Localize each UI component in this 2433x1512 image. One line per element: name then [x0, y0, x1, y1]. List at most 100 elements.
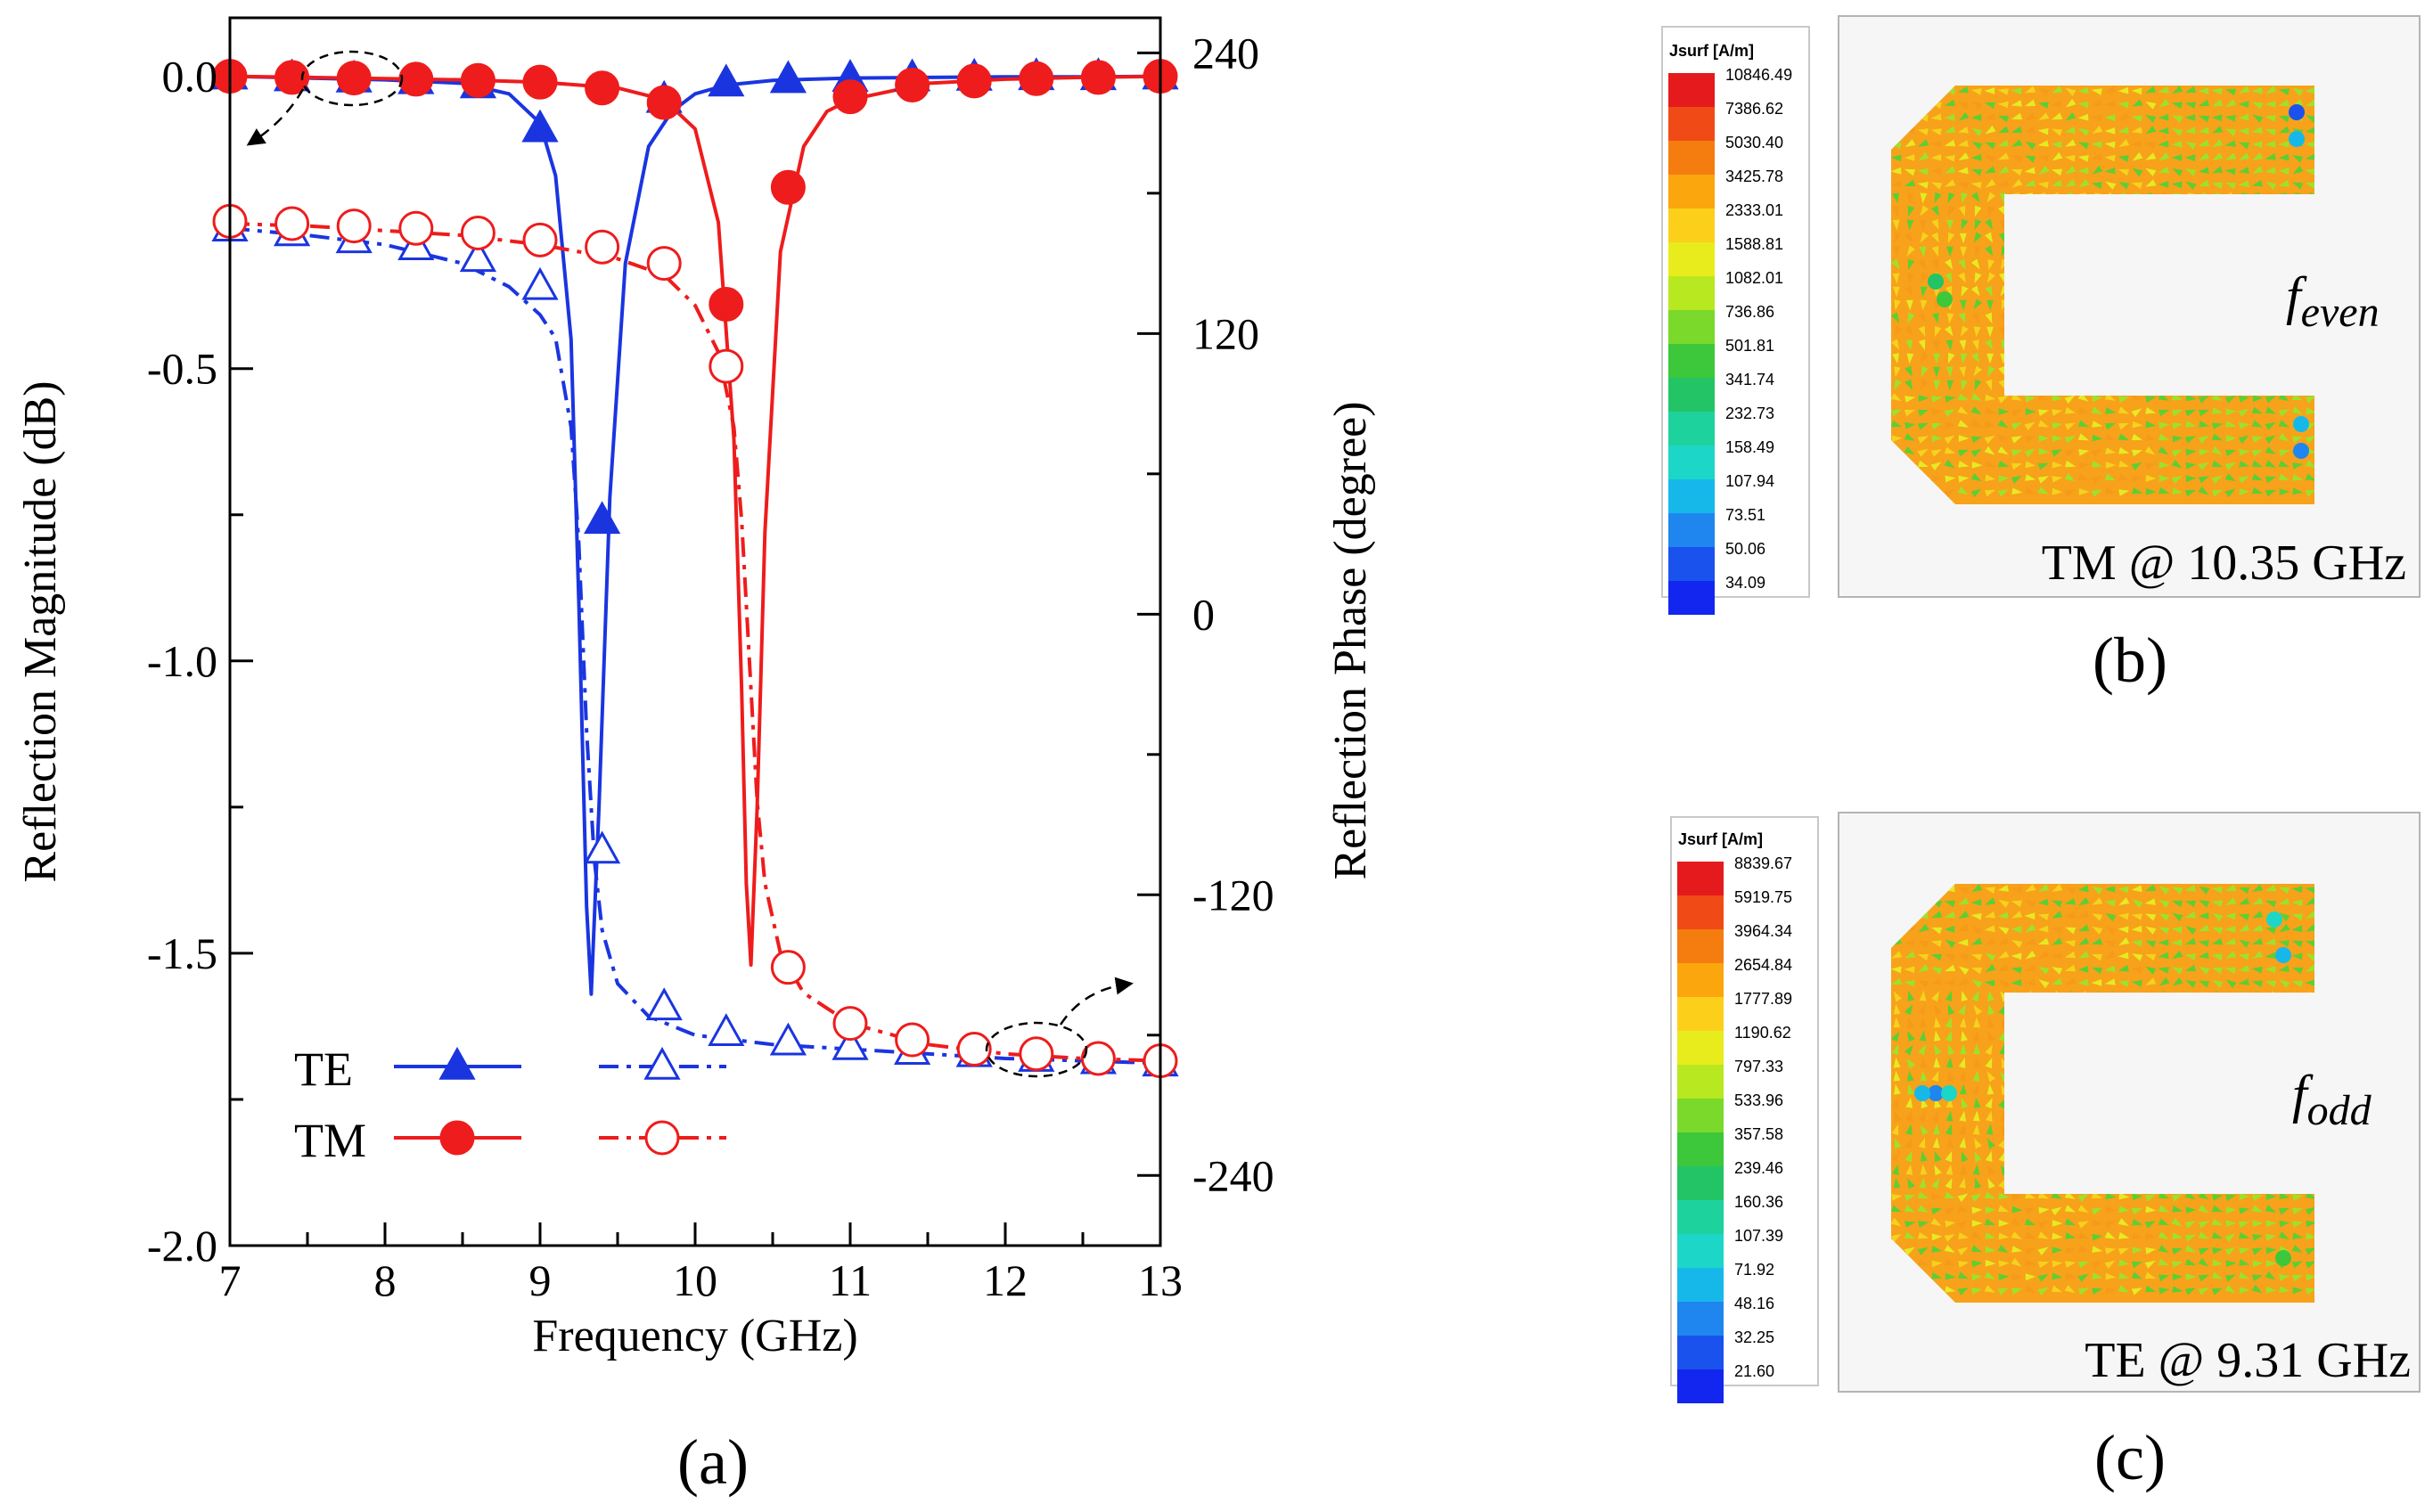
current-arrow	[2212, 407, 2224, 414]
current-arrow	[2104, 473, 2117, 481]
current-arrow	[2238, 435, 2249, 445]
y-right-tick-label: 120	[1192, 308, 1259, 358]
current-arrow	[2051, 168, 2063, 176]
current-arrow	[2144, 1221, 2156, 1229]
series-marker-3	[460, 215, 496, 250]
current-arrow	[2145, 396, 2157, 403]
current-arrow	[1958, 977, 1970, 986]
colorbar-value: 736.86	[1725, 303, 1774, 321]
current-arrow	[1945, 179, 1956, 187]
current-arrow	[2291, 980, 2304, 988]
current-arrow	[1893, 1003, 1901, 1015]
current-arrow	[2024, 912, 2036, 920]
current-arrow	[1946, 205, 1956, 217]
current-arrow	[2131, 140, 2142, 148]
current-arrow	[2251, 486, 2264, 494]
current-arrow	[2104, 978, 2116, 985]
current-arrow	[2104, 100, 2116, 108]
current-arrow	[2265, 476, 2277, 484]
current-arrow	[1904, 446, 1915, 455]
current-arrow	[2037, 937, 2050, 945]
current-arrow	[2092, 461, 2103, 468]
current-arrow	[2131, 449, 2143, 457]
current-arrow	[1984, 1191, 1996, 1199]
current-arrow	[1920, 1070, 1928, 1082]
current-arrow	[1987, 272, 1995, 283]
current-arrow	[1997, 911, 2009, 919]
current-arrow	[2091, 1207, 2102, 1215]
current-arrow	[1972, 1070, 1980, 1082]
current-arrow	[1957, 406, 1969, 415]
current-arrow	[2158, 1258, 2170, 1266]
series-marker-3	[585, 229, 620, 265]
current-arrow	[2198, 86, 2209, 94]
current-arrow	[2104, 886, 2116, 893]
current-arrow	[2291, 952, 2303, 960]
current-arrow	[1892, 192, 1899, 204]
current-arrow	[2077, 86, 2089, 94]
current-arrow	[2131, 433, 2143, 441]
colorbar-value: 5919.75	[1734, 888, 1792, 906]
current-arrow	[2184, 885, 2196, 892]
current-arrow	[2239, 488, 2250, 495]
colorbar-swatch	[1677, 1234, 1724, 1268]
current-arrow	[1891, 420, 1903, 428]
current-arrow	[2199, 967, 2210, 975]
current-arrow	[2051, 1206, 2062, 1216]
current-arrow	[2224, 396, 2236, 404]
current-arrow	[1998, 435, 2010, 442]
legend-marker-dash-1	[644, 1120, 680, 1156]
current-arrow	[2184, 953, 2196, 960]
series-line-3	[229, 222, 1161, 1063]
current-arrow	[2051, 449, 2062, 457]
current-arrow	[1998, 379, 2006, 390]
colorbar-swatch	[1677, 1065, 1724, 1099]
colorbar-value: 797.33	[1734, 1058, 1783, 1075]
current-arrow	[2251, 86, 2263, 94]
hotspot	[1928, 1085, 1944, 1101]
current-arrow	[1944, 139, 1956, 147]
current-arrow	[2184, 1245, 2196, 1253]
current-arrow	[2238, 953, 2249, 960]
current-arrow	[1918, 1110, 1926, 1123]
current-arrow	[2105, 86, 2117, 94]
current-arrow	[1957, 182, 1970, 190]
current-arrow	[2185, 394, 2197, 402]
current-arrow	[1905, 1124, 1913, 1135]
current-arrow	[1944, 978, 1955, 986]
current-arrow	[2064, 940, 2076, 947]
current-arrow	[1934, 1165, 1942, 1176]
current-arrow	[2184, 86, 2197, 94]
current-arrow	[2306, 1232, 2314, 1240]
current-arrow	[2052, 394, 2063, 402]
current-arrow	[2011, 139, 2023, 147]
current-arrow	[1958, 1057, 1966, 1069]
hotspot	[2289, 131, 2305, 147]
current-arrow	[1984, 166, 1996, 174]
current-arrow	[2131, 980, 2142, 987]
current-arrow	[2252, 1220, 2264, 1228]
current-arrow	[1904, 179, 1916, 187]
current-arrow	[2212, 1246, 2224, 1255]
colorbar-value: 533.96	[1734, 1091, 1783, 1109]
axis-callouts	[246, 50, 1134, 1078]
current-arrow	[1931, 245, 1939, 257]
current-arrow	[2064, 1205, 2076, 1213]
current-arrow	[2132, 1232, 2143, 1239]
current-arrow	[2252, 152, 2264, 160]
current-arrow	[1918, 139, 1929, 147]
current-arrow	[2198, 940, 2209, 947]
current-arrow	[1974, 218, 1982, 231]
colorbar-value: 341.74	[1725, 371, 1774, 388]
current-arrow	[2051, 927, 2063, 935]
current-arrow	[1984, 489, 1996, 497]
current-arrow	[2158, 1218, 2170, 1226]
current-arrow	[1984, 406, 1996, 414]
series-marker-3	[646, 246, 682, 282]
current-arrow	[2212, 979, 2224, 988]
colorbar-swatch	[1677, 862, 1724, 895]
current-arrow	[2091, 182, 2102, 189]
current-arrow	[2065, 87, 2077, 96]
series-marker-0	[769, 60, 807, 94]
series-marker-2	[459, 239, 497, 273]
